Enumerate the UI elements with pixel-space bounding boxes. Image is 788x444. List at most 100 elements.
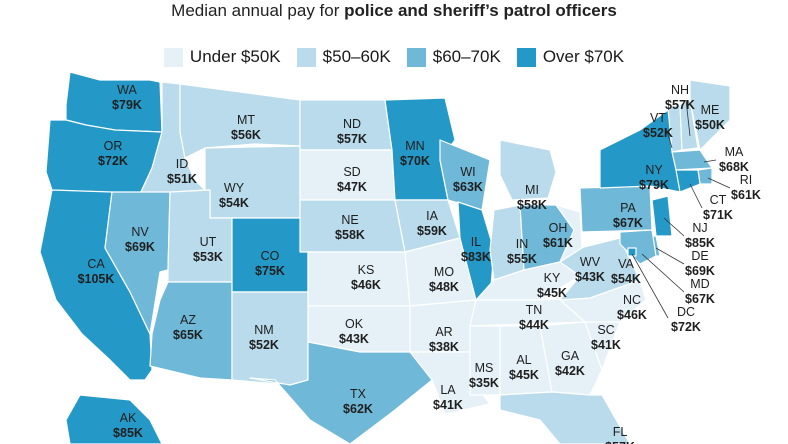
state-label-ks: KS$46K xyxy=(351,263,381,292)
state-abbr-ga: GA xyxy=(561,349,580,363)
state-abbr-me: ME xyxy=(701,103,720,117)
leader-line-md xyxy=(641,253,685,293)
state-abbr-or: OR xyxy=(104,139,123,153)
state-pay-ca: $105K xyxy=(78,272,115,286)
state-abbr-ia: IA xyxy=(426,209,438,223)
state-pay-me: $50K xyxy=(695,118,725,132)
leader-line-ma xyxy=(703,159,717,163)
state-label-ma: MA$68K xyxy=(719,145,749,174)
state-abbr-ak: AK xyxy=(120,411,137,425)
state-abbr-ms: MS xyxy=(475,361,494,375)
state-abbr-wv: WV xyxy=(580,255,601,269)
state-label-sc: SC$41K xyxy=(591,323,621,352)
state-abbr-id: ID xyxy=(176,157,189,171)
state-abbr-tx: TX xyxy=(350,387,367,401)
state-pay-al: $45K xyxy=(509,368,539,382)
leader-line-ct xyxy=(689,183,703,209)
state-abbr-de: DE xyxy=(691,249,708,263)
state-pay-nd: $57K xyxy=(337,132,367,146)
state-label-va: VA$54K xyxy=(611,257,641,286)
state-shape-ga xyxy=(539,321,603,396)
state-label-nd: ND$57K xyxy=(337,117,367,146)
state-pay-in: $55K xyxy=(507,252,537,266)
state-pay-ma: $68K xyxy=(719,160,749,174)
state-label-dc: DC$72K xyxy=(671,305,701,334)
state-pay-wy: $54K xyxy=(219,196,249,210)
state-abbr-ne: NE xyxy=(341,213,358,227)
state-label-al: AL$45K xyxy=(509,353,539,382)
state-abbr-fl: FL xyxy=(613,425,628,439)
state-shape-ct xyxy=(675,169,701,193)
state-label-ny: NY$79K xyxy=(639,163,669,192)
state-abbr-pa: PA xyxy=(620,201,636,215)
state-label-me: ME$50K xyxy=(695,103,725,132)
leader-lines xyxy=(631,99,731,319)
state-abbr-nj: NJ xyxy=(692,221,707,235)
state-abbr-ky: KY xyxy=(544,271,561,285)
map-title-prefix: Median annual pay for xyxy=(171,1,345,20)
state-shape-ma xyxy=(671,149,713,171)
state-pay-nc: $46K xyxy=(617,308,647,322)
state-label-wv: WV$43K xyxy=(575,255,605,284)
state-abbr-sc: SC xyxy=(597,323,614,337)
state-pay-ar: $38K xyxy=(429,340,459,354)
state-label-pa: PA$67K xyxy=(613,201,643,230)
state-abbr-ok: OK xyxy=(345,317,364,331)
state-pay-dc: $72K xyxy=(671,320,701,334)
state-abbr-ma: MA xyxy=(725,145,744,159)
state-pay-sd: $47K xyxy=(337,180,367,194)
state-label-ky: KY$45K xyxy=(537,271,567,300)
state-pay-tx: $62K xyxy=(343,402,373,416)
legend-label-60-70k: $60–70K xyxy=(432,47,501,66)
state-label-wy: WY$54K xyxy=(219,181,249,210)
state-pay-vt: $52K xyxy=(643,126,673,140)
state-pay-mn: $70K xyxy=(400,154,430,168)
state-pay-nj: $85K xyxy=(685,236,715,250)
state-abbr-md: MD xyxy=(690,277,709,291)
legend-swatch-50-60k xyxy=(296,47,316,67)
legend-item-under-50k: Under $50K xyxy=(163,47,281,67)
state-abbr-tn: TN xyxy=(526,303,543,317)
state-label-nh: NH$57K xyxy=(665,83,695,112)
state-pay-wi: $63K xyxy=(453,180,483,194)
state-shape-va xyxy=(559,237,641,301)
state-label-vt: VT$52K xyxy=(643,111,673,140)
state-abbr-la: LA xyxy=(440,383,456,397)
state-abbr-va: VA xyxy=(618,257,634,271)
leader-line-de xyxy=(655,247,685,265)
state-labels: WA$79KOR$72KCA$105KID$51KNV$69KMT$56KWY$… xyxy=(78,83,761,444)
state-abbr-nd: ND xyxy=(343,117,361,131)
state-abbr-ar: AR xyxy=(435,325,452,339)
state-label-ct: CT$71K xyxy=(703,193,733,222)
state-pay-mo: $48K xyxy=(429,280,459,294)
state-abbr-co: CO xyxy=(261,249,280,263)
state-abbr-in: IN xyxy=(516,237,529,251)
state-abbr-oh: OH xyxy=(549,221,568,235)
state-label-tx: TX$62K xyxy=(343,387,373,416)
state-label-fl: FL$57K xyxy=(605,425,635,444)
state-label-nc: NC$46K xyxy=(617,293,647,322)
state-label-tn: TN$44K xyxy=(519,303,549,332)
state-label-md: MD$67K xyxy=(685,277,715,306)
state-pay-ia: $59K xyxy=(417,224,447,238)
state-label-ca: CA$105K xyxy=(78,257,115,286)
leader-line-nj xyxy=(663,217,685,237)
state-abbr-dc: DC xyxy=(677,305,695,319)
state-abbr-mo: MO xyxy=(434,265,454,279)
state-pay-ga: $42K xyxy=(555,364,585,378)
state-label-co: CO$75K xyxy=(255,249,285,278)
leader-line-dc xyxy=(631,253,669,319)
state-label-mi: MI$58K xyxy=(517,183,547,212)
leader-line-vt xyxy=(665,127,673,149)
leader-line-nh xyxy=(685,99,691,137)
state-pay-pa: $67K xyxy=(613,216,643,230)
state-abbr-ca: CA xyxy=(87,257,105,271)
state-pay-fl: $57K xyxy=(605,440,635,444)
state-label-mt: MT$56K xyxy=(231,113,261,142)
state-abbr-wa: WA xyxy=(117,83,137,97)
state-shape-fl xyxy=(499,391,631,444)
legend-label-over-70k: Over $70K xyxy=(542,47,625,66)
state-label-ne: NE$58K xyxy=(335,213,365,242)
state-label-ok: OK$43K xyxy=(339,317,369,346)
state-shape-md xyxy=(619,229,657,265)
